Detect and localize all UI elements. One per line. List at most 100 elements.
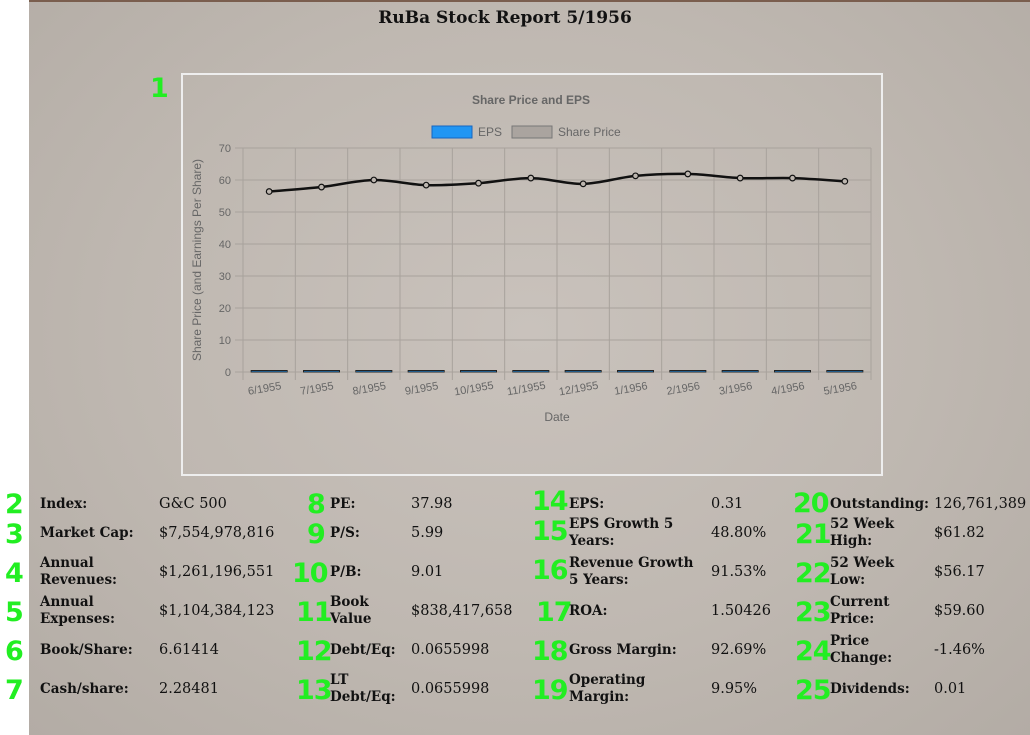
stat-label-price-change: Price Change: (830, 633, 893, 666)
stat-label-index: Index: (40, 495, 88, 512)
share-price-point (841, 177, 849, 185)
stat-value-cash-share: 2.28481 (159, 680, 219, 697)
x-tick-label: 6/1955 (247, 380, 282, 398)
stat-value-annual-revenues: $1,261,196,551 (159, 563, 275, 580)
stat-label-market-cap: Market Cap: (40, 524, 134, 541)
stat-label-annual-expenses: Annual Expenses: (40, 594, 115, 627)
marker-15: 15 (532, 516, 569, 547)
marker-3: 3 (5, 519, 24, 550)
chart-title: Share Price and EPS (472, 93, 590, 107)
y-tick-label: 60 (219, 175, 231, 187)
stat-label-operating-margin: Operating Margin: (569, 672, 646, 705)
marker-11: 11 (296, 597, 333, 628)
marker-16: 16 (532, 555, 569, 586)
share-price-point (579, 180, 587, 188)
eps-bar (407, 370, 445, 373)
x-tick-label: 1/1956 (613, 380, 648, 398)
stat-label-annual-revenues: Annual Revenues: (40, 555, 118, 588)
eps-bar (512, 370, 550, 373)
stat-value-book-value: $838,417,658 (411, 602, 513, 619)
stat-label-book-share: Book/Share: (40, 641, 133, 658)
stat-value-lt-debt-eq: 0.0655998 (411, 680, 490, 697)
marker-13: 13 (296, 675, 333, 706)
stat-value-p-b: 9.01 (411, 563, 444, 580)
legend-label-share-price: Share Price (558, 125, 621, 139)
marker-9: 9 (307, 519, 326, 550)
x-tick-label: 7/1955 (299, 380, 334, 398)
eps-bar (774, 370, 811, 373)
stat-value-annual-expenses: $1,104,384,123 (159, 602, 275, 619)
marker-22: 22 (795, 558, 832, 589)
marker-10: 10 (292, 558, 329, 589)
stat-value-index: G&C 500 (159, 495, 227, 512)
stat-value-debt-eq: 0.0655998 (411, 641, 490, 658)
marker-1: 1 (150, 73, 169, 104)
stat-label-p-s: P/S: (330, 524, 360, 541)
eps-bar (355, 370, 393, 373)
stat-label-lt-debt-eq: LT Debt/Eq: (330, 672, 396, 705)
x-tick-label: 4/1956 (770, 380, 805, 398)
stat-label-gross-margin: Gross Margin: (569, 641, 677, 658)
marker-7: 7 (5, 675, 24, 706)
stat-value-52-week-high: $61.82 (934, 524, 985, 541)
share-price-point (422, 181, 430, 189)
x-axis-title: Date (544, 410, 570, 424)
stat-label-dividends: Dividends: (830, 680, 910, 697)
marker-18: 18 (532, 636, 569, 667)
stat-label-outstanding: Outstanding: (830, 495, 930, 512)
stat-label-roa: ROA: (569, 602, 608, 619)
eps-bar (303, 370, 340, 373)
chart-panel: Share Price and EPS EPS Share Price 0 10 20 30… (181, 73, 883, 476)
share-price-point (789, 174, 796, 182)
x-tick-label: 8/1955 (352, 380, 387, 398)
stat-value-gross-margin: 92.69% (711, 641, 767, 658)
stat-value-price-change: -1.46% (934, 641, 985, 658)
marker-6: 6 (5, 636, 24, 667)
stat-value-pe: 37.98 (411, 495, 453, 512)
legend-swatch-share-price (511, 125, 553, 139)
legend-label-eps: EPS (478, 125, 502, 139)
share-price-chart: Share Price and EPS EPS Share Price 0 10 20 30… (190, 93, 872, 424)
share-price-point (370, 176, 378, 184)
stat-label-52-week-high: 52 Week High: (830, 516, 895, 549)
legend-swatch-eps (431, 125, 473, 139)
eps-bar (721, 370, 759, 373)
stat-label-52-week-low: 52 Week Low: (830, 555, 895, 588)
stat-label-p-b: P/B: (330, 563, 362, 580)
stat-label-book-value: Book Value (330, 594, 372, 627)
stat-value-dividends: 0.01 (934, 680, 967, 697)
stat-value-current-price: $59.60 (934, 602, 985, 619)
stat-label-eps-growth-5-years: EPS Growth 5 Years: (569, 516, 674, 549)
marker-5: 5 (5, 597, 24, 628)
stat-label-current-price: Current Price: (830, 594, 890, 627)
marker-2: 2 (5, 489, 24, 520)
x-tick-label: 11/1955 (506, 380, 546, 399)
stat-label-cash-share: Cash/share: (40, 680, 129, 697)
share-price-point (318, 183, 325, 191)
report-paper (29, 0, 1030, 735)
stat-value-eps-growth-5-years: 48.80% (711, 524, 767, 541)
share-price-point (736, 174, 744, 182)
share-price-point (527, 174, 535, 182)
stat-value-outstanding: 126,761,389 (934, 495, 1027, 512)
marker-17: 17 (536, 597, 573, 628)
marker-24: 24 (795, 636, 832, 667)
y-tick-label: 20 (219, 303, 231, 315)
stat-value-revenue-growth-5-years: 91.53% (711, 563, 767, 580)
share-price-point (684, 170, 692, 178)
eps-bar (250, 370, 288, 373)
marker-20: 20 (793, 488, 830, 519)
stat-value-book-share: 6.61414 (159, 641, 219, 658)
y-tick-label: 50 (219, 207, 231, 219)
eps-bar (826, 370, 864, 373)
x-tick-label: 9/1955 (404, 380, 439, 398)
marker-8: 8 (307, 489, 326, 520)
y-tick-label: 70 (219, 143, 231, 155)
y-tick-label: 30 (219, 271, 231, 283)
x-tick-label: 3/1956 (718, 380, 753, 398)
x-tick-label: 2/1956 (666, 380, 701, 398)
marker-23: 23 (795, 597, 832, 628)
marker-21: 21 (795, 519, 832, 550)
stat-value-market-cap: $7,554,978,816 (159, 524, 275, 541)
stat-value-roa: 1.50426 (711, 602, 771, 619)
